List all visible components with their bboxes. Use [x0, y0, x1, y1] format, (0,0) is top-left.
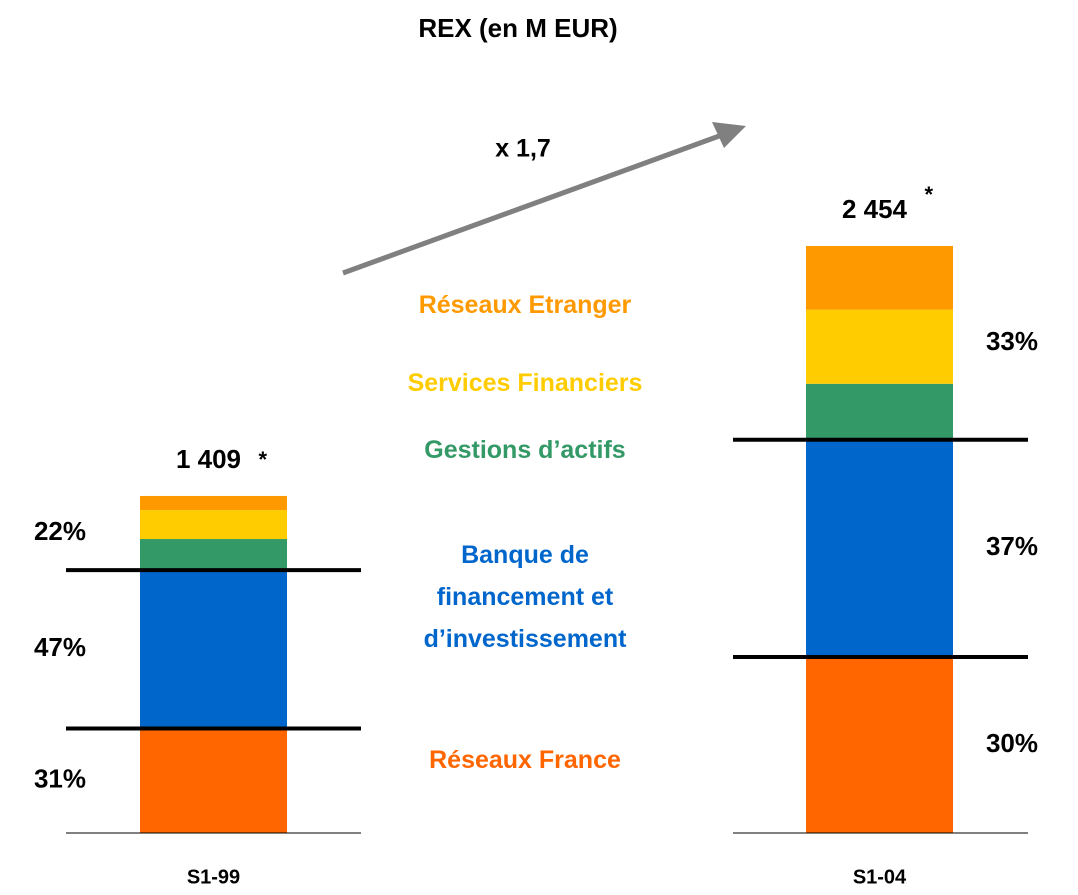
legend-label: Banque de financement et d’investissemen… — [423, 541, 627, 653]
chart-title: REX (en M EUR) — [418, 13, 617, 43]
x-tick-label: S1-04 — [853, 866, 907, 888]
total-note: * — [925, 182, 934, 207]
bar-segment — [140, 539, 287, 571]
bar-segment — [806, 246, 953, 310]
legend-label: Réseaux France — [429, 746, 621, 774]
bar-segment — [140, 510, 287, 540]
legend-label: Réseaux Etranger — [418, 291, 632, 319]
share-label: 30% — [986, 728, 1038, 758]
bar-segment — [806, 656, 953, 833]
arrow — [342, 132, 723, 276]
x-tick-label: S1-99 — [187, 866, 240, 888]
annotation: x 1,7 — [495, 135, 551, 163]
bar-segment — [140, 495, 287, 511]
arrow-head — [712, 122, 746, 148]
total-label: 1 409 — [176, 444, 241, 474]
bar-segment — [806, 309, 953, 384]
total-note: * — [259, 447, 268, 472]
bar-segment — [140, 570, 287, 729]
total-label: 2 454 — [842, 194, 908, 224]
share-label: 33% — [986, 326, 1038, 356]
legend-label: Gestions d’actifs — [424, 436, 626, 464]
share-label: 37% — [986, 531, 1038, 561]
bar-segment — [806, 439, 953, 657]
legend-label: Services Financiers — [407, 369, 643, 397]
share-label: 47% — [34, 632, 86, 662]
share-label: 31% — [34, 764, 86, 794]
bar-segment — [806, 383, 953, 440]
bar-segment — [140, 728, 287, 833]
share-label: 22% — [34, 516, 86, 546]
